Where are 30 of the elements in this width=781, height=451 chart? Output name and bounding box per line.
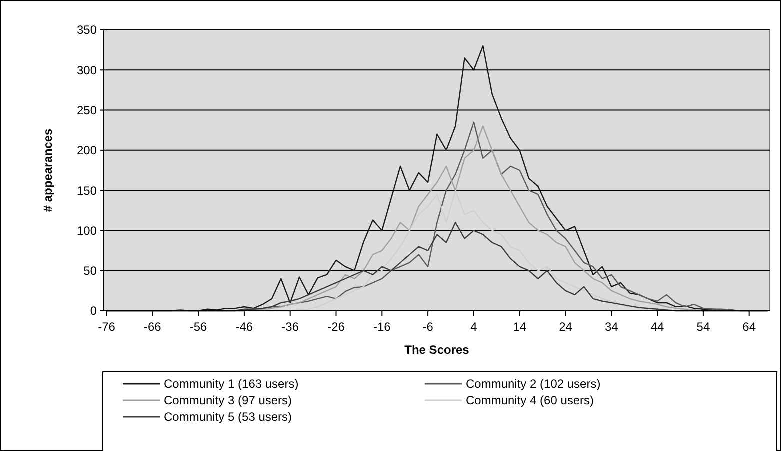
x-tick-label: -76 [98, 320, 116, 334]
legend-label: Community 1 (163 users) [164, 377, 299, 392]
y-tick-label: 200 [76, 144, 98, 158]
x-tick-label: 24 [559, 320, 573, 334]
y-tick-label: 300 [76, 63, 98, 78]
x-tick-label: -6 [422, 320, 434, 334]
legend-label: Community 5 (53 users) [164, 410, 292, 424]
x-tick-label: 44 [650, 320, 665, 334]
y-tick-label: 0 [90, 304, 98, 318]
legend-label: Community 4 (60 users) [466, 394, 594, 408]
x-tick-label: -36 [282, 320, 300, 334]
y-tick-label: 350 [76, 23, 98, 38]
x-tick-label: 54 [696, 320, 710, 334]
x-tick-label: 14 [513, 320, 527, 334]
y-axis-title: # appearances [41, 128, 55, 212]
x-tick-label: 64 [742, 320, 756, 334]
y-tick-label: 50 [84, 264, 98, 278]
x-tick-label: -56 [190, 320, 208, 334]
legend-label: Community 3 (97 users) [164, 394, 292, 408]
y-tick-label: 150 [76, 184, 98, 198]
x-tick-label: 34 [604, 320, 619, 334]
legend-label: Community 2 (102 users) [466, 377, 601, 392]
y-tick-label: 100 [76, 224, 98, 238]
x-axis-title: The Scores [404, 343, 470, 357]
x-tick-label: -16 [373, 320, 392, 334]
x-tick-label: 4 [470, 320, 478, 334]
y-tick-label: 250 [76, 103, 98, 118]
x-tick-label: -66 [144, 320, 162, 334]
x-tick-label: -26 [328, 320, 346, 334]
x-tick-label: -46 [236, 320, 254, 334]
